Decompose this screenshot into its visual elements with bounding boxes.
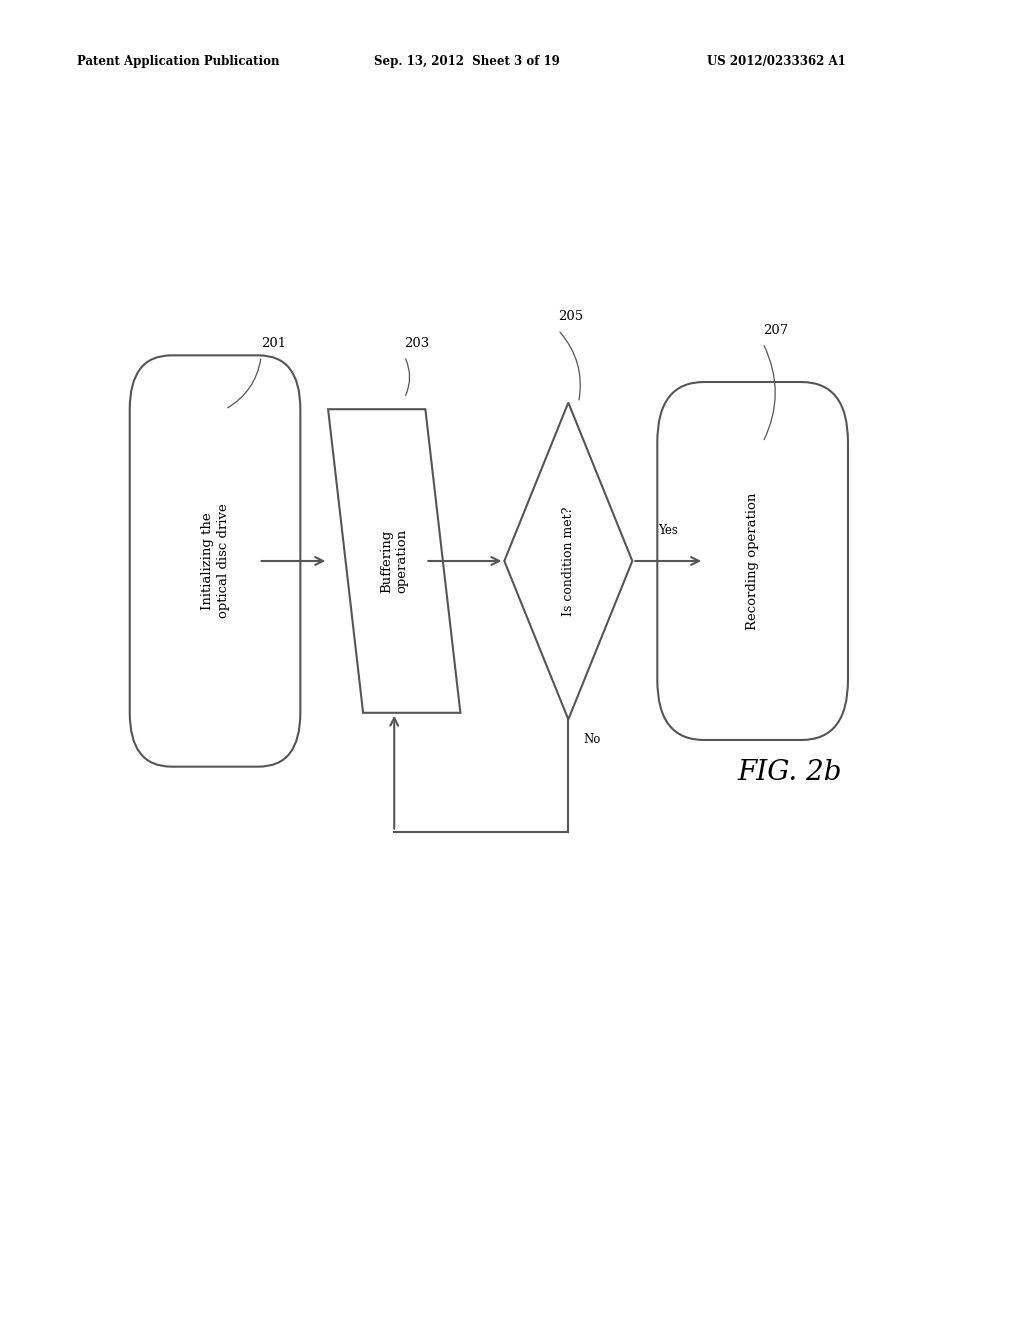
Text: 201: 201 [261, 337, 287, 350]
Text: Is condition met?: Is condition met? [562, 507, 574, 615]
FancyBboxPatch shape [657, 381, 848, 741]
Text: Yes: Yes [658, 524, 678, 537]
Text: Recording operation: Recording operation [746, 492, 759, 630]
Polygon shape [328, 409, 461, 713]
Text: 203: 203 [404, 337, 430, 350]
Text: Buffering
operation: Buffering operation [380, 529, 409, 593]
Text: Patent Application Publication: Patent Application Publication [77, 55, 280, 69]
Text: No: No [584, 733, 601, 746]
Text: US 2012/0233362 A1: US 2012/0233362 A1 [707, 55, 845, 69]
Text: 205: 205 [558, 310, 584, 323]
Polygon shape [505, 403, 633, 719]
Text: Sep. 13, 2012  Sheet 3 of 19: Sep. 13, 2012 Sheet 3 of 19 [374, 55, 559, 69]
Text: 207: 207 [763, 323, 788, 337]
Text: Initializing the
optical disc drive: Initializing the optical disc drive [201, 504, 229, 618]
FancyBboxPatch shape [130, 355, 300, 767]
Text: FIG. 2b: FIG. 2b [737, 759, 842, 785]
